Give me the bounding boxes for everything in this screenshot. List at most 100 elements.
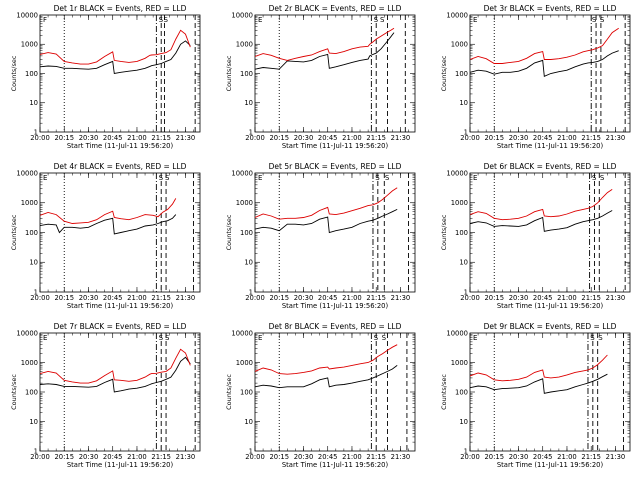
chart-title: Det 5r BLACK = Events, RED = LLD [269, 162, 402, 171]
chart-title: Det 2r BLACK = Events, RED = LLD [269, 4, 402, 13]
series-line-events [255, 365, 398, 389]
x-tick-label: 20:15 [269, 294, 289, 302]
marker-label: S [165, 174, 170, 182]
y-axis-label: Counts/sec [440, 55, 448, 91]
marker-label: S [600, 174, 605, 182]
x-tick-label: 20:00 [30, 294, 50, 302]
y-tick-label: 1000 [451, 359, 468, 367]
y-axis-label: Counts/sec [10, 374, 18, 410]
x-tick-label: 21:00 [557, 134, 577, 142]
chart-title: Det 6r BLACK = Events, RED = LLD [484, 162, 617, 171]
x-tick-label: 20:15 [484, 453, 504, 461]
y-axis-label: Counts/sec [10, 214, 18, 250]
x-tick-label: 21:00 [127, 453, 147, 461]
plot-frame [254, 172, 416, 293]
x-tick-label: 20:30 [79, 453, 99, 461]
marker-label: S [374, 16, 379, 24]
x-tick-label: 21:15 [151, 453, 171, 461]
x-tick-label: 20:45 [533, 453, 553, 461]
chart-title: Det 9r BLACK = Events, RED = LLD [484, 322, 617, 331]
x-tick-label: 21:30 [391, 294, 411, 302]
marker-label: E [258, 174, 262, 182]
y-tick-label: 1000 [451, 199, 468, 207]
series-line-lld [40, 348, 191, 384]
y-tick-label: 10 [29, 259, 38, 267]
x-tick-label: 21:30 [606, 294, 626, 302]
series-line-events [470, 210, 613, 232]
marker-label: S [592, 16, 597, 24]
x-tick-label: 21:00 [342, 294, 362, 302]
x-tick-label: 20:45 [533, 134, 553, 142]
y-tick-label: 10 [459, 418, 468, 426]
marker-label: E [473, 16, 477, 24]
y-tick-label: 10 [29, 418, 38, 426]
marker-label: S [385, 174, 390, 182]
x-tick-label: 20:00 [460, 453, 480, 461]
y-tick-label: 1 [34, 447, 38, 455]
series-line-lld [470, 189, 613, 221]
x-tick-label: 21:00 [557, 453, 577, 461]
x-tick-label: 21:15 [581, 134, 601, 142]
series-line-lld [255, 344, 398, 375]
y-tick-label: 10000 [16, 329, 38, 337]
marker-label: S [590, 334, 595, 342]
x-tick-label: 21:30 [606, 453, 626, 461]
y-tick-label: 10000 [446, 169, 468, 177]
x-tick-label: 20:30 [294, 453, 314, 461]
y-tick-label: 100 [240, 229, 253, 237]
y-tick-label: 10000 [231, 11, 253, 19]
series-line-events [40, 40, 191, 75]
panel-det-7r: Det 7r BLACK = Events, RED = LLD 1 10 100 10… [10, 322, 201, 469]
x-tick-label: 21:30 [606, 134, 626, 142]
marker-label: S [375, 174, 380, 182]
y-tick-label: 1 [249, 128, 253, 136]
x-tick-label: 21:15 [581, 294, 601, 302]
x-tick-label: 20:30 [509, 134, 529, 142]
y-tick-label: 1000 [21, 199, 38, 207]
y-tick-label: 10 [244, 99, 253, 107]
y-tick-label: 10 [244, 259, 253, 267]
y-tick-label: 10 [244, 418, 253, 426]
x-tick-label: 20:15 [484, 294, 504, 302]
panel-det-8r: Det 8r BLACK = Events, RED = LLD 1 10 100 10… [225, 322, 416, 469]
x-axis-label: Start Time (11-Jul-11 19:56:20) [497, 461, 604, 469]
x-axis-label: Start Time (11-Jul-11 19:56:20) [282, 142, 389, 150]
x-tick-label: 21:15 [151, 294, 171, 302]
y-tick-label: 1 [464, 447, 468, 455]
marker-label: F [43, 16, 47, 24]
x-tick-label: 20:45 [103, 134, 123, 142]
series-line-lld [255, 187, 398, 220]
series-line-lld [470, 27, 619, 64]
series-line-lld [40, 29, 191, 65]
x-tick-label: 21:00 [557, 294, 577, 302]
y-tick-label: 1000 [236, 41, 253, 49]
series-line-lld [470, 354, 608, 382]
marker-label: E [258, 16, 262, 24]
y-tick-label: 100 [240, 388, 253, 396]
y-tick-label: 10 [459, 99, 468, 107]
x-tick-label: 20:00 [460, 134, 480, 142]
x-tick-label: 20:45 [533, 294, 553, 302]
x-tick-label: 20:45 [103, 453, 123, 461]
series-line-events [255, 208, 398, 234]
y-tick-label: 100 [25, 229, 38, 237]
x-tick-label: 21:30 [176, 294, 196, 302]
y-tick-label: 100 [455, 388, 468, 396]
x-axis-label: Start Time (11-Jul-11 19:56:20) [67, 461, 174, 469]
x-tick-label: 20:15 [54, 134, 74, 142]
y-axis-label: Counts/sec [440, 214, 448, 250]
x-tick-label: 20:30 [79, 294, 99, 302]
series-line-lld [40, 198, 177, 224]
x-tick-label: 20:45 [318, 134, 338, 142]
x-tick-label: 20:15 [54, 294, 74, 302]
x-tick-label: 20:30 [79, 134, 99, 142]
y-tick-label: 1000 [21, 41, 38, 49]
y-tick-label: 1000 [21, 359, 38, 367]
marker-label: S [592, 174, 597, 182]
y-tick-label: 10000 [231, 329, 253, 337]
x-tick-label: 20:00 [460, 294, 480, 302]
panel-det-3r: Det 3r BLACK = Events, RED = LLD 1 10 100 10… [440, 4, 631, 150]
marker-label: E [258, 334, 262, 342]
chart-title: Det 8r BLACK = Events, RED = LLD [269, 322, 402, 331]
